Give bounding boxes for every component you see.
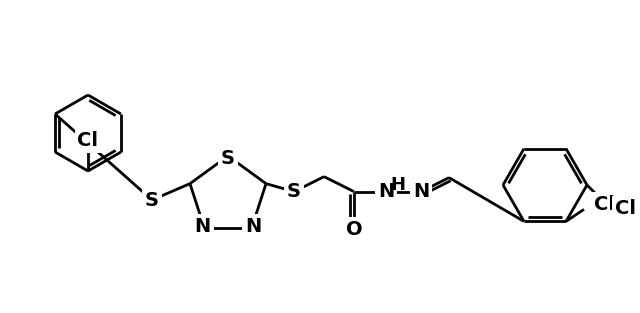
Text: S: S	[287, 182, 301, 201]
Text: O: O	[346, 220, 362, 239]
Text: H: H	[390, 176, 406, 194]
Text: N: N	[413, 182, 429, 201]
Text: Cl: Cl	[594, 195, 615, 214]
Text: S: S	[145, 191, 159, 209]
Text: N: N	[245, 217, 262, 236]
Text: Cl: Cl	[615, 198, 636, 218]
Text: Cl: Cl	[77, 131, 99, 151]
Text: S: S	[221, 148, 235, 167]
Text: N: N	[378, 182, 394, 201]
Text: N: N	[195, 217, 211, 236]
